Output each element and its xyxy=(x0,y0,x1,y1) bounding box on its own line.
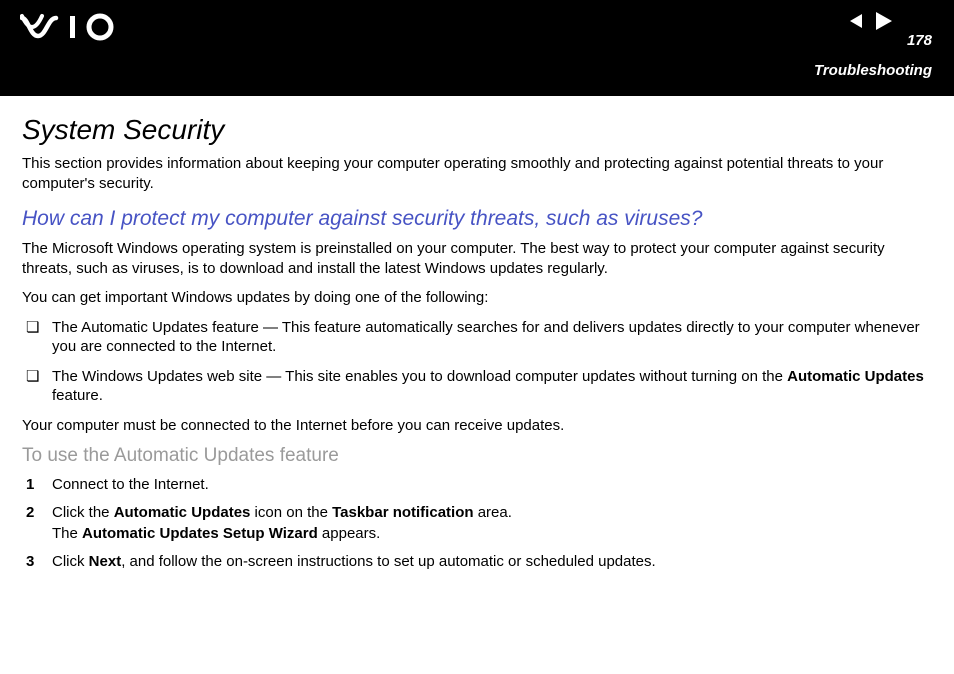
nav-arrows xyxy=(848,10,894,37)
step-number: 3 xyxy=(26,552,52,572)
step-text: Click the Automatic Updates icon on the … xyxy=(52,503,932,544)
step-text: Connect to the Internet. xyxy=(52,475,932,495)
paragraph-3: Your computer must be connected to the I… xyxy=(22,416,932,436)
vaio-logo xyxy=(20,12,140,42)
step-item: 1Connect to the Internet. xyxy=(22,475,932,495)
step-text: Click Next, and follow the on-screen ins… xyxy=(52,552,932,572)
nav-next-icon[interactable] xyxy=(872,10,894,37)
numbered-list: 1Connect to the Internet.2Click the Auto… xyxy=(22,475,932,572)
step-item: 2Click the Automatic Updates icon on the… xyxy=(22,503,932,544)
step-item: 3Click Next, and follow the on-screen in… xyxy=(22,552,932,572)
bullet-marker-icon: ❏ xyxy=(26,367,52,406)
paragraph-1: The Microsoft Windows operating system i… xyxy=(22,239,932,278)
bullet-text: The Automatic Updates feature — This fea… xyxy=(52,318,932,357)
bullet-marker-icon: ❏ xyxy=(26,318,52,357)
subheading: To use the Automatic Updates feature xyxy=(22,445,932,467)
question-heading: How can I protect my computer against se… xyxy=(22,207,932,231)
step-number: 1 xyxy=(26,475,52,495)
nav-prev-icon[interactable] xyxy=(848,12,866,35)
paragraph-2: You can get important Windows updates by… xyxy=(22,288,932,308)
page-number: 178 xyxy=(907,32,932,49)
header-bar: 178 Troubleshooting xyxy=(0,0,954,96)
page-content: System Security This section provides in… xyxy=(0,96,954,572)
step-number: 2 xyxy=(26,503,52,544)
section-label: Troubleshooting xyxy=(814,62,932,79)
bullet-text: The Windows Updates web site — This site… xyxy=(52,367,932,406)
bullet-list: ❏ The Automatic Updates feature — This f… xyxy=(22,318,932,406)
page-title: System Security xyxy=(22,114,932,146)
intro-text: This section provides information about … xyxy=(22,154,932,193)
bullet-item: ❏ The Automatic Updates feature — This f… xyxy=(22,318,932,357)
bullet-item: ❏ The Windows Updates web site — This si… xyxy=(22,367,932,406)
